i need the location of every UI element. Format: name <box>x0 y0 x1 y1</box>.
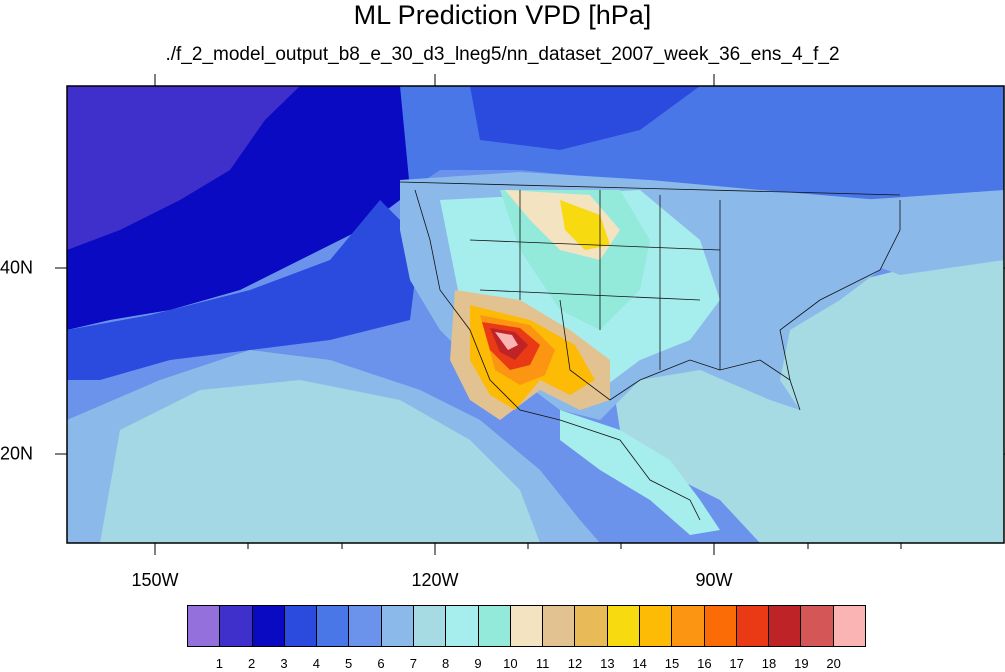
colorbar-label: 13 <box>600 656 615 671</box>
colorbar-label: 6 <box>377 656 385 671</box>
colorbar-label: 19 <box>794 656 809 671</box>
colorbar-cell <box>769 606 802 646</box>
colorbar-cell <box>801 606 834 646</box>
axis-ticks <box>55 74 1005 555</box>
colorbar-label: 16 <box>697 656 712 671</box>
latitude-label-40n: 40N <box>0 257 34 278</box>
longitude-label-120w: 120W <box>411 570 459 590</box>
dry-region-2 <box>560 200 610 250</box>
colorbar-label: 18 <box>761 656 777 671</box>
colorbar-cell <box>575 606 608 646</box>
colorbar-cell <box>381 606 414 646</box>
colorbar-cell <box>672 606 705 646</box>
colorbar-cell <box>446 606 479 646</box>
colorbar-cell <box>543 606 576 646</box>
colorbar-cell <box>220 606 253 646</box>
colorbar-label: 10 <box>503 656 518 671</box>
colorbar-label: 1 <box>215 656 223 671</box>
colorbar-label: 14 <box>632 656 647 671</box>
colorbar-label: 17 <box>729 656 744 671</box>
map-title: ML Prediction VPD [hPa] <box>353 0 652 30</box>
pacific-field-mid <box>67 200 420 380</box>
colorbar-cell <box>478 606 511 646</box>
colorbar-label: 20 <box>826 656 841 671</box>
map-subtitle: ./f_2_model_output_b8_e_30_d3_lneg5/nn_d… <box>165 44 840 65</box>
mexico-field <box>560 410 720 535</box>
colorbar-cell <box>188 606 221 646</box>
colorbar-cell <box>833 606 865 646</box>
colorbar-label: 12 <box>567 656 583 671</box>
colorbar-cell <box>607 606 640 646</box>
tropical-field <box>100 380 540 543</box>
southwest-max <box>495 332 518 350</box>
colorbar-cell <box>639 606 673 646</box>
longitude-label-90w: 90W <box>695 570 733 590</box>
colorbar-label: 8 <box>442 656 450 671</box>
colorbar-cell <box>284 606 318 646</box>
pacific-field-darkest <box>67 86 300 250</box>
colorbar-cell <box>349 606 382 646</box>
colorbar-cell <box>413 606 447 646</box>
colorbar-cell <box>704 606 737 646</box>
colorbar-label: 11 <box>535 656 550 671</box>
colorbar-cell <box>736 606 770 646</box>
colorbar-cell <box>317 606 350 646</box>
colorbar-label: 7 <box>409 656 417 671</box>
borders <box>399 181 901 521</box>
colorbar-label: 5 <box>345 656 353 671</box>
latitude-label-20n: 20N <box>0 443 34 464</box>
north-atlantic-field <box>860 190 1004 275</box>
colorbar-cell <box>252 606 285 646</box>
longitude-label-150w: 150W <box>131 570 179 590</box>
colorbar-label: 4 <box>312 656 320 671</box>
map-frame <box>66 85 1005 544</box>
vpd-map <box>55 74 1005 555</box>
colorbar-cell <box>510 606 544 646</box>
colorbar-label: 2 <box>248 656 256 671</box>
colorbar-label: 9 <box>474 656 482 671</box>
colorbar-label: 15 <box>664 656 680 671</box>
colorbar <box>187 605 866 647</box>
canada-field-dark <box>470 86 700 150</box>
colorbar-label: 3 <box>280 656 288 671</box>
